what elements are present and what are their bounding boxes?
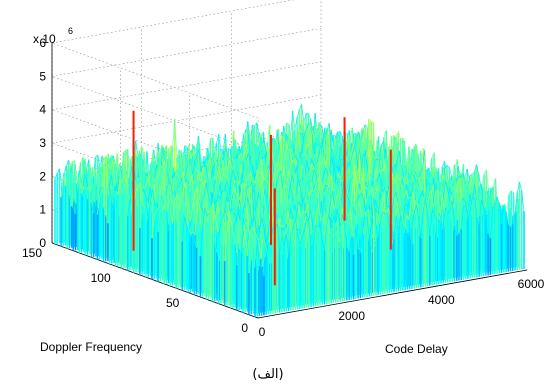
chart-axes-box xyxy=(51,43,528,319)
x-tick-label: 6000 xyxy=(518,277,545,291)
z-multiplier-exponent: 6 xyxy=(68,26,73,36)
x-tick-label: 4000 xyxy=(428,293,455,307)
surface-ridge xyxy=(254,181,525,277)
z-tick-label: 5 xyxy=(39,69,46,83)
surface-ridge xyxy=(242,177,513,260)
grid-line xyxy=(51,42,259,119)
z-tick-label: 4 xyxy=(39,103,46,117)
z-tick-label: 2 xyxy=(39,169,46,183)
grid-line xyxy=(51,61,322,110)
z-tick-label: 3 xyxy=(39,136,46,150)
x-tick-labels: 0 2000 4000 6000 xyxy=(259,277,545,339)
y-tick-label: 150 xyxy=(22,246,42,260)
z-multiplier: x 10 xyxy=(33,32,56,46)
z-tick-labels: 0 1 2 3 4 5 6 xyxy=(39,36,46,250)
grid-line xyxy=(51,28,322,77)
surface-plot xyxy=(54,103,525,317)
y-tick-label: 100 xyxy=(91,271,111,285)
x-tick-label: 0 xyxy=(259,325,266,339)
grid-line xyxy=(51,0,295,44)
y-tick-label: 0 xyxy=(241,321,248,335)
box-edge xyxy=(51,242,259,319)
box-edge xyxy=(257,269,528,319)
grid-line xyxy=(51,76,259,152)
z-tick-label: 6 xyxy=(39,36,46,50)
x-axis-label: Code Delay xyxy=(385,342,448,356)
z-tick-label: 0 xyxy=(39,236,46,250)
figure-caption: (الف) xyxy=(252,367,283,382)
y-tick-label: 50 xyxy=(166,296,180,310)
y-axis-label: Doppler Frequency xyxy=(40,340,142,354)
x-tick-label: 2000 xyxy=(338,309,365,323)
grid-line xyxy=(51,94,322,144)
z-tick-label: 1 xyxy=(39,203,46,217)
y-tick-labels: 0 50 100 150 xyxy=(22,246,248,335)
